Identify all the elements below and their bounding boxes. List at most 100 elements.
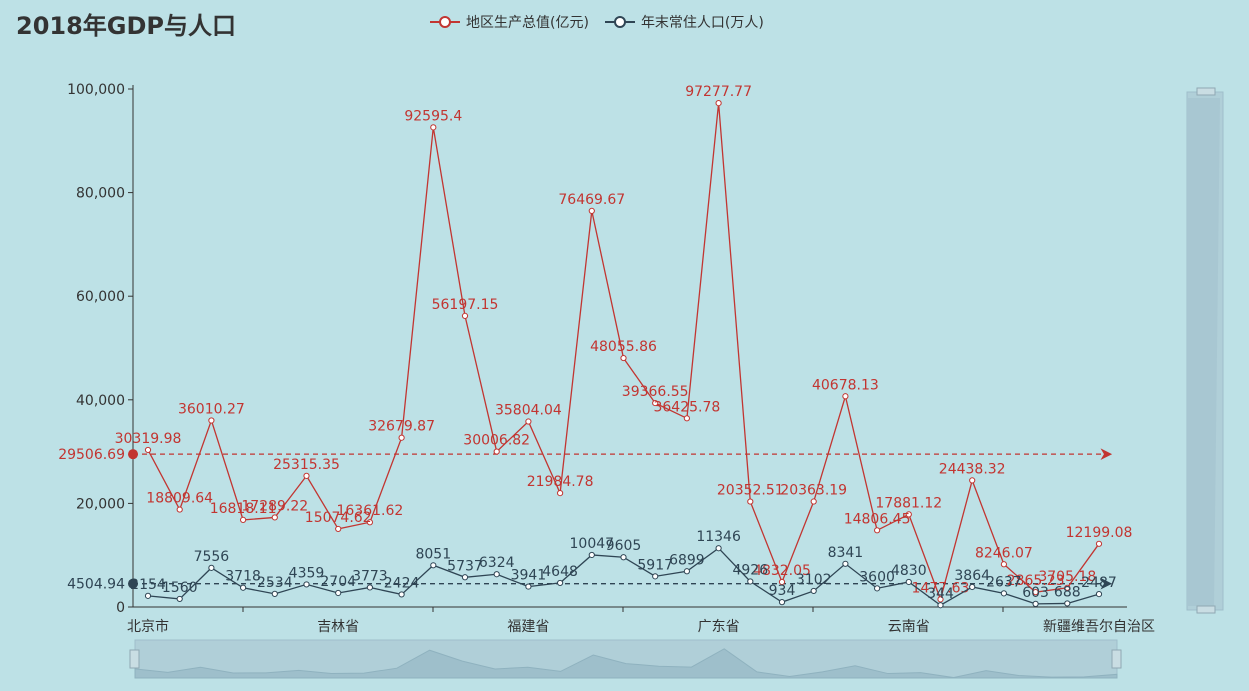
- data-point[interactable]: [1064, 600, 1071, 607]
- data-label: 5917: [637, 557, 673, 573]
- data-point[interactable]: [652, 573, 659, 580]
- legend-item-population[interactable]: 年末常住人口(万人): [604, 12, 764, 32]
- data-label: 36425.78: [653, 399, 720, 415]
- legend: 地区生产总值(亿元) 年末常住人口(万人): [430, 10, 764, 34]
- data-label: 2424: [384, 575, 420, 591]
- average-line-start-dot: [128, 578, 138, 589]
- data-point[interactable]: [430, 124, 437, 131]
- data-point[interactable]: [430, 562, 437, 569]
- data-point[interactable]: [1032, 589, 1039, 596]
- data-point[interactable]: [366, 519, 373, 526]
- data-point[interactable]: [1000, 561, 1008, 568]
- data-label: 18809.64: [146, 491, 213, 507]
- data-label: 25315.35: [273, 457, 340, 473]
- data-point[interactable]: [144, 446, 152, 454]
- data-label: 16818.11: [210, 501, 277, 517]
- data-point[interactable]: [525, 583, 532, 590]
- data-point[interactable]: [461, 312, 469, 319]
- data-point[interactable]: [937, 602, 944, 609]
- data-point[interactable]: [1095, 540, 1103, 547]
- average-label: 4504.94: [67, 577, 125, 593]
- data-point[interactable]: [937, 596, 944, 603]
- data-point[interactable]: [778, 599, 786, 606]
- data-point[interactable]: [1000, 590, 1008, 597]
- data-point[interactable]: [778, 578, 786, 586]
- data-label: 32679.87: [368, 419, 435, 435]
- data-point[interactable]: [969, 477, 976, 484]
- data-point[interactable]: [683, 415, 691, 422]
- y-zoom-slider[interactable]: [1186, 87, 1224, 614]
- legend-item-gdp[interactable]: 地区生产总值(亿元): [430, 12, 589, 32]
- y-zoom-handle-bottom[interactable]: [1196, 605, 1216, 614]
- data-point[interactable]: [366, 584, 373, 591]
- data-label: 2704: [320, 574, 356, 590]
- data-point[interactable]: [620, 354, 627, 362]
- data-label: 7556: [194, 549, 230, 565]
- data-point[interactable]: [461, 574, 469, 581]
- data-point[interactable]: [1064, 584, 1071, 591]
- data-point[interactable]: [1032, 600, 1039, 607]
- data-point[interactable]: [905, 511, 912, 518]
- data-point[interactable]: [144, 592, 152, 599]
- data-label: 2534: [257, 575, 293, 591]
- average-line-start-dot: [128, 449, 138, 460]
- data-point[interactable]: [335, 589, 342, 597]
- x-zoom-handle-right[interactable]: [1111, 649, 1122, 669]
- data-point[interactable]: [715, 100, 722, 107]
- data-point[interactable]: [810, 498, 817, 505]
- data-label: 40678.13: [812, 377, 879, 393]
- data-point[interactable]: [874, 585, 881, 592]
- data-point[interactable]: [842, 393, 849, 400]
- data-point[interactable]: [874, 527, 881, 534]
- data-point[interactable]: [240, 516, 247, 523]
- data-label: 30319.98: [115, 431, 182, 447]
- data-point[interactable]: [588, 551, 595, 559]
- data-point[interactable]: [747, 578, 754, 585]
- data-point[interactable]: [271, 514, 278, 521]
- data-point[interactable]: [493, 448, 500, 455]
- x-tick-label: 云南省: [888, 619, 930, 635]
- legend-population-label: 年末常住人口(万人): [640, 15, 764, 31]
- data-point[interactable]: [842, 560, 849, 567]
- data-point[interactable]: [176, 506, 183, 513]
- data-point[interactable]: [652, 399, 659, 407]
- data-point[interactable]: [303, 472, 310, 479]
- data-point[interactable]: [208, 417, 215, 424]
- data-label: 3600: [859, 569, 895, 585]
- data-point[interactable]: [335, 525, 342, 533]
- data-label: 4832.05: [753, 563, 811, 579]
- data-point[interactable]: [398, 591, 405, 598]
- x-zoom-slider[interactable]: [129, 639, 1122, 679]
- data-label: 934: [769, 583, 796, 599]
- data-point[interactable]: [683, 568, 691, 575]
- y-zoom-handle-top[interactable]: [1196, 87, 1216, 96]
- y-tick-label: 20,000: [76, 496, 125, 512]
- data-point[interactable]: [620, 554, 627, 561]
- data-point[interactable]: [525, 418, 532, 425]
- data-point[interactable]: [588, 207, 595, 214]
- data-label: 48055.86: [590, 339, 657, 355]
- data-point[interactable]: [557, 579, 564, 587]
- data-point[interactable]: [240, 584, 247, 591]
- x-tick-label: 吉林省: [317, 619, 359, 635]
- data-point[interactable]: [303, 581, 310, 588]
- data-point[interactable]: [969, 583, 976, 591]
- data-point[interactable]: [208, 564, 215, 571]
- data-point[interactable]: [176, 595, 183, 603]
- data-point[interactable]: [810, 587, 817, 595]
- data-point[interactable]: [1095, 591, 1103, 598]
- data-label: 21984.78: [527, 474, 594, 490]
- data-point[interactable]: [557, 490, 564, 497]
- data-label: 11346: [696, 529, 741, 545]
- data-point[interactable]: [398, 434, 405, 441]
- data-point[interactable]: [905, 578, 912, 586]
- data-label: 1477.63: [912, 580, 970, 596]
- legend-gdp-label: 地区生产总值(亿元): [466, 15, 589, 31]
- data-point[interactable]: [715, 545, 722, 552]
- data-point[interactable]: [271, 590, 278, 597]
- x-zoom-handle-left[interactable]: [129, 649, 140, 669]
- data-point[interactable]: [747, 498, 754, 505]
- data-point[interactable]: [493, 571, 500, 578]
- data-label: 8246.07: [975, 545, 1033, 561]
